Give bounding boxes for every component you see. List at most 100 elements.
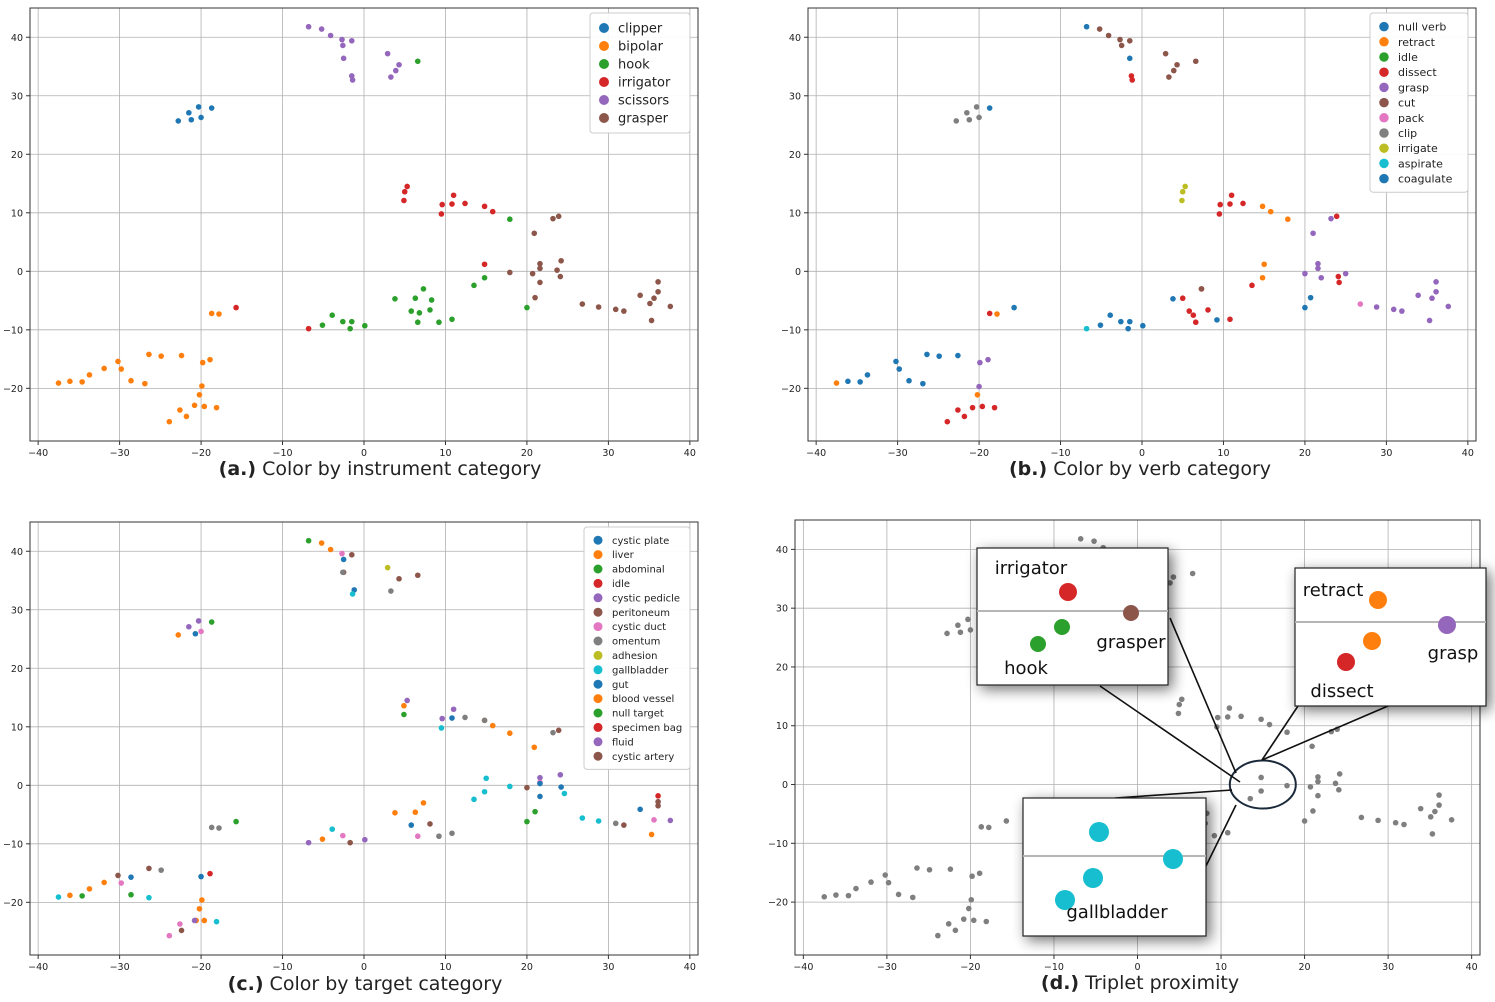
panel-d-xtick-label: −10: [1044, 962, 1064, 973]
panel-b-point-dissect: [969, 404, 976, 411]
panel-a-legend-label: grasper: [618, 112, 669, 127]
inset-target-label: gallbladder: [1066, 902, 1168, 923]
panel-d-xtick-label: 20: [1299, 962, 1311, 973]
panel-a-point-bipolar: [199, 383, 205, 389]
panel-a-ytick-label: −20: [3, 384, 23, 395]
panel-d-point-bipolar: [945, 921, 952, 927]
inset-verb-point: [1363, 632, 1381, 650]
panel-b-point-null-verb: [864, 372, 871, 378]
panel-a-point-hook: [427, 307, 433, 313]
panel-d-point-bipolar: [952, 927, 959, 934]
inset-target-point: [1163, 849, 1183, 869]
panel-b-point-null-verb: [924, 351, 930, 358]
panel-a-point-clipper: [188, 116, 195, 123]
panel-b-point-irrigate: [1182, 183, 1188, 190]
panel-c-legend-marker: [593, 650, 603, 660]
panel-c-point-peritoneum: [414, 572, 421, 579]
panel-c-target-scatter: −40 −30 −20 −10 0 10 20 30 40 −20 −10 0 10 20 30 40 cyst…: [3, 521, 699, 973]
panel-b-point-cut: [1198, 286, 1205, 292]
panel-d-point-hook: [1301, 818, 1308, 824]
panel-d-point-grasper: [1427, 814, 1434, 820]
panel-c-point-cystic-plate: [408, 822, 415, 828]
panel-c-point-peritoneum: [655, 802, 661, 809]
panel-d-xtick-label: −20: [960, 962, 980, 973]
panel-c-legend-marker: [593, 578, 603, 588]
panel-a-ytick-label: 0: [17, 267, 23, 278]
inset-target-point: [1083, 868, 1103, 888]
inset-verb-label: retract: [1303, 580, 1364, 601]
panel-b-point-grasp: [1429, 295, 1435, 302]
panel-c-point-gallbladder: [213, 918, 220, 925]
panel-a-point-scissors: [388, 74, 394, 80]
panel-c-ytick-label: 0: [17, 781, 23, 792]
panel-d-point-grasper: [1436, 792, 1442, 798]
panel-c-point-liver: [327, 546, 334, 553]
panel-a-point-hook: [449, 316, 455, 323]
connector-line: [1261, 705, 1389, 761]
panel-b-point-dissect: [1190, 312, 1197, 318]
panel-d-point-irrigator: [1266, 721, 1273, 728]
panel-d-point-hook: [1224, 829, 1231, 836]
panel-b-point-grasp: [985, 356, 991, 363]
panel-a-point-hook: [420, 286, 427, 292]
panel-d-point-irrigator: [1214, 714, 1221, 721]
panel-a-point-grasper: [621, 308, 627, 314]
panel-a-point-bipolar: [191, 402, 198, 409]
panel-c-legend-marker: [593, 593, 603, 603]
panel-b-point-dissect: [979, 403, 986, 410]
panel-b-point-cut: [1118, 42, 1125, 49]
panel-b-legend-marker: [1379, 128, 1389, 138]
panel-b-point-cut: [1192, 58, 1199, 65]
panel-c-point-cystic-plate: [192, 630, 199, 637]
panel-c-point-cystic-pedicle: [557, 771, 564, 778]
panel-b-point-null-verb: [920, 380, 926, 387]
panel-c-legend-label: blood vessel: [612, 694, 674, 705]
panel-b-point-cut: [1174, 61, 1180, 68]
panel-d-point-bipolar: [976, 870, 983, 877]
panel-a-point-bipolar: [166, 418, 173, 425]
panel-c-point-cystic-pedicle: [362, 836, 368, 843]
panel-d-point-irrigator: [1224, 714, 1231, 720]
panel-d-point-scissors: [1167, 580, 1173, 586]
panel-a-legend-marker: [599, 77, 609, 87]
panel-b-point-null-verb: [1302, 304, 1308, 311]
inset-instrument-point: [1123, 605, 1139, 621]
panel-a-point-hook: [340, 318, 346, 325]
panel-d-ytick-label: 10: [776, 721, 788, 732]
panel-b-legend-label: dissect: [1398, 66, 1437, 79]
inset-instrument: irrigator hook grasper: [976, 547, 1169, 686]
panel-d-point-irrigator: [1258, 716, 1264, 723]
panel-d-point-grasper: [1310, 808, 1316, 814]
panel-a-point-hook: [412, 295, 419, 302]
panel-c-point-peritoneum: [146, 865, 152, 872]
panel-b-point-null-verb: [936, 353, 942, 359]
panel-c-point-cystic-plate: [637, 806, 643, 813]
panel-c-point-omentum: [612, 820, 619, 827]
panel-b-point-null-verb: [1126, 318, 1133, 325]
panel-a-xtick-label: 20: [521, 448, 533, 459]
panel-c-point-cystic-plate: [558, 784, 564, 790]
panel-d-ytick-label: −10: [768, 839, 788, 850]
panel-c-legend-marker: [593, 564, 603, 574]
panel-a-point-grasper: [537, 279, 543, 286]
panel-a-point-scissors: [305, 23, 312, 30]
panel-d-point-bipolar: [833, 892, 839, 898]
panel-a-xtick-label: −40: [28, 448, 48, 459]
panel-b-point-dissect: [1179, 295, 1186, 302]
panel-c-point-liver: [196, 905, 203, 912]
inset-instrument-label: grasper: [1096, 632, 1166, 653]
panel-b-point-cut: [1126, 37, 1133, 44]
inset-instrument-label: irrigator: [995, 558, 1068, 579]
panel-a-point-scissors: [384, 50, 391, 57]
panel-b-point-dissect: [1186, 308, 1193, 314]
panel-b-point-dissect: [1228, 192, 1235, 199]
panel-c-point-fluid: [439, 715, 446, 722]
panel-d-point-bipolar: [968, 896, 975, 903]
panel-a-point-irrigator: [401, 188, 408, 195]
panel-b-point-retract: [833, 380, 840, 386]
panel-d-point-grasper: [1332, 780, 1339, 787]
panel-a-point-bipolar: [101, 365, 107, 372]
panel-d-point-clipper: [965, 616, 971, 623]
panel-c-xtick-label: 30: [602, 962, 614, 973]
connector-line: [1114, 789, 1233, 799]
